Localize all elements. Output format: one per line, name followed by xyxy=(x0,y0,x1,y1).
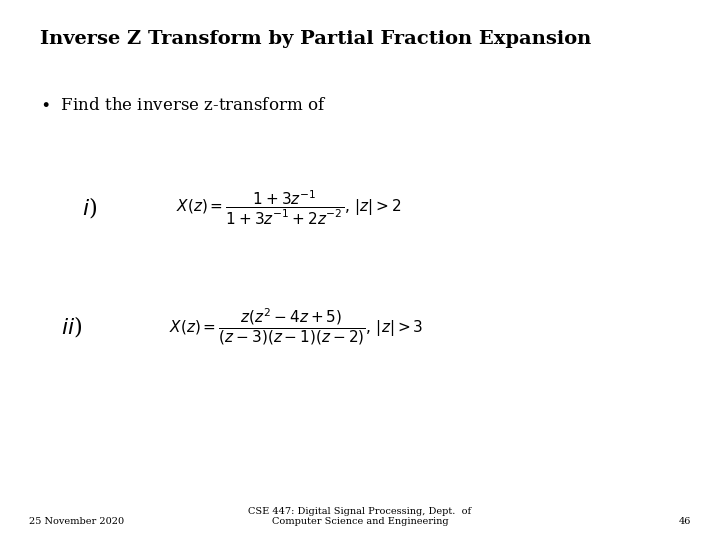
Text: 25 November 2020: 25 November 2020 xyxy=(29,517,124,526)
Text: CSE 447: Digital Signal Processing, Dept.  of
Computer Science and Engineering: CSE 447: Digital Signal Processing, Dept… xyxy=(248,507,472,526)
Text: $X(z) = \dfrac{1+3z^{-1}}{1+3z^{-1}+2z^{-2}},\,|z|>2$: $X(z) = \dfrac{1+3z^{-1}}{1+3z^{-1}+2z^{… xyxy=(176,189,402,227)
Text: $X(z) = \dfrac{z(z^{2}-4z+5)}{(z-3)(z-1)(z-2)},\,|z|>3$: $X(z) = \dfrac{z(z^{2}-4z+5)}{(z-3)(z-1)… xyxy=(169,307,423,347)
Text: 46: 46 xyxy=(679,517,691,526)
Text: $\bullet$  Find the inverse z-transform of: $\bullet$ Find the inverse z-transform o… xyxy=(40,97,326,114)
Text: $\mathit{i}$): $\mathit{i}$) xyxy=(82,195,97,220)
Text: Inverse Z Transform by Partial Fraction Expansion: Inverse Z Transform by Partial Fraction … xyxy=(40,30,591,48)
Text: $\mathit{ii}$): $\mathit{ii}$) xyxy=(61,314,83,339)
